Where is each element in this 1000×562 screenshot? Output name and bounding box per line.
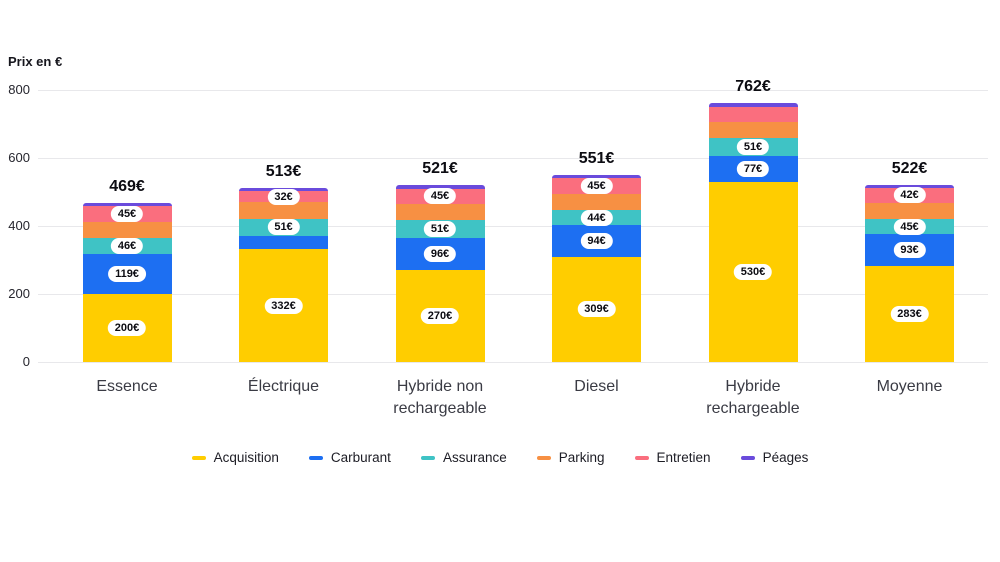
legend-item-acquisition[interactable]: Acquisition (191, 450, 279, 465)
bar-segment-parking[interactable] (708, 121, 798, 139)
bar-segment-peages[interactable] (395, 184, 485, 189)
y-tick-label: 0 (22, 354, 30, 369)
segment-value-label: 77€ (736, 160, 770, 177)
legend-item-parking[interactable]: Parking (536, 450, 605, 465)
grid-line (38, 90, 988, 91)
segment-value-label: 45€ (423, 188, 457, 205)
legend-label: Péages (762, 450, 809, 465)
grid-line (38, 226, 988, 227)
bar-segment-parking[interactable] (395, 203, 485, 221)
segment-value-label: 332€ (264, 297, 303, 314)
legend-item-entretien[interactable]: Entretien (634, 450, 711, 465)
category-label: Diesel (574, 378, 619, 395)
segment-value-label: 44€ (580, 209, 613, 226)
segment-value-label: 93€ (893, 241, 926, 258)
parking-legend-marker-icon (536, 455, 551, 460)
peages-legend-marker-icon (740, 455, 755, 460)
bar-segment-carburant[interactable] (239, 235, 328, 250)
segment-value-label: 270€ (420, 308, 460, 325)
bar-total-label: 521€ (422, 159, 458, 177)
segment-value-label: 32€ (267, 188, 300, 205)
legend-label: Assurance (442, 450, 507, 465)
bar-total-label: 551€ (578, 149, 615, 167)
legend-item-carburant[interactable]: Carburant (308, 450, 391, 465)
segment-value-label: 51€ (423, 220, 457, 237)
segment-value-label: 309€ (577, 301, 616, 318)
y-tick-label: 600 (8, 150, 30, 165)
y-tick-label: 200 (8, 286, 30, 301)
bar-total-label: 469€ (109, 177, 145, 195)
segment-value-label: 119€ (108, 265, 146, 282)
legend-label: Carburant (330, 450, 391, 465)
bar-segment-peages[interactable] (82, 202, 172, 207)
category-label: Hybride rechargeable (706, 378, 800, 417)
bar-segment-parking[interactable] (239, 202, 328, 219)
bar-segment-parking[interactable] (552, 193, 641, 210)
entretien-legend-marker-icon (634, 455, 649, 460)
segment-value-label: 45€ (110, 205, 144, 222)
bar-total-label: 762€ (735, 77, 771, 95)
segment-value-label: 45€ (580, 178, 613, 195)
bar-segment-parking[interactable] (82, 221, 172, 238)
bar-total-label: 513€ (265, 162, 302, 180)
legend-label: Acquisition (213, 450, 279, 465)
y-axis-title: Prix en € (8, 54, 63, 69)
segment-value-label: 51€ (267, 219, 300, 236)
segment-value-label: 200€ (107, 320, 147, 336)
segment-value-label: 530€ (733, 263, 773, 280)
segment-value-label: 94€ (580, 232, 613, 249)
segment-value-label: 51€ (736, 138, 770, 155)
segment-value-label: 42€ (893, 187, 926, 204)
grid-line (38, 294, 988, 295)
y-tick-label: 400 (8, 218, 30, 233)
segment-value-label: 46€ (110, 237, 144, 254)
legend-item-peages[interactable]: Péages (740, 450, 809, 465)
bar-segment-peages[interactable] (865, 184, 954, 189)
bar-total-label: 522€ (891, 159, 928, 177)
category-label: Essence (96, 378, 158, 395)
grid-line (38, 362, 988, 363)
segment-value-label: 96€ (423, 245, 457, 262)
y-tick-label: 800 (8, 82, 30, 97)
carburant-legend-marker-icon (308, 455, 323, 460)
legend-label: Entretien (656, 450, 711, 465)
category-label: Électrique (247, 378, 320, 395)
segment-value-label: 283€ (890, 305, 929, 322)
bar-segment-parking[interactable] (865, 202, 954, 219)
grid-line (38, 158, 988, 159)
legend-item-assurance[interactable]: Assurance (420, 450, 507, 465)
category-label: Moyenne (876, 378, 943, 395)
category-label: Hybride non rechargeable (393, 378, 487, 417)
chart-legend: Acquisition Carburant Assurance Parking Entr… (0, 450, 1000, 465)
bar-segment-peages[interactable] (708, 102, 798, 107)
assurance-legend-marker-icon (420, 455, 435, 460)
acquisition-legend-marker-icon (191, 455, 206, 460)
segment-value-label: 45€ (893, 218, 926, 235)
bar-segment-entretien[interactable] (708, 106, 798, 122)
legend-label: Parking (558, 450, 605, 465)
bar-segment-peages[interactable] (552, 174, 641, 179)
